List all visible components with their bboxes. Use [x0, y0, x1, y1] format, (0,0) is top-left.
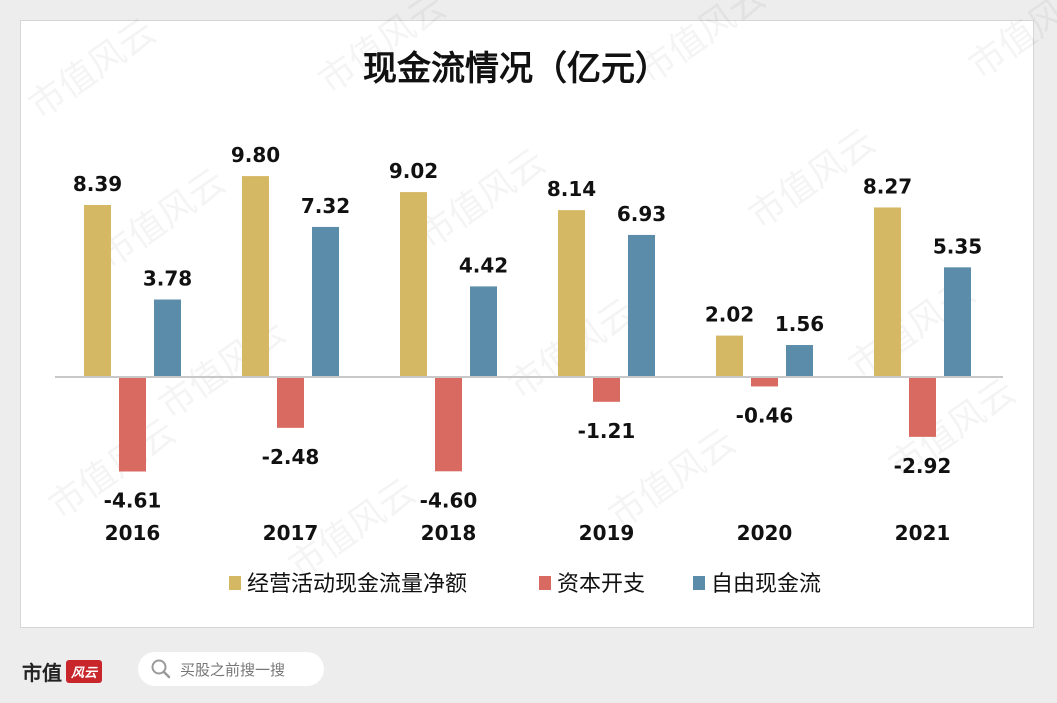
chart-card: [20, 20, 1034, 628]
data-label: 2.02: [705, 303, 754, 327]
bar-自由现金流-2020: [786, 345, 813, 377]
legend-swatch: [229, 576, 241, 590]
data-label: 8.39: [73, 172, 122, 196]
labels-layer: 8.39 -4.61 3.78 2016 9.80 -2.48 7.32 2017 9.02 -4…: [73, 143, 982, 545]
bar-经营活动现金流量净额-2017: [242, 176, 269, 377]
bar-资本开支-2020: [751, 377, 778, 387]
data-label: 6.93: [617, 202, 666, 226]
chart-title: 现金流情况（亿元）: [363, 49, 669, 89]
search-box[interactable]: 买股之前搜一搜: [138, 652, 324, 686]
x-tick-label: 2018: [421, 521, 477, 545]
bar-资本开支-2018: [435, 377, 462, 472]
x-tick-label: 2016: [105, 521, 161, 545]
watermark-text: 市值风云: [22, 11, 163, 127]
logo-text: 市值: [22, 660, 62, 685]
bar-经营活动现金流量净额-2020: [716, 335, 743, 377]
legend-swatch: [693, 576, 705, 590]
data-label: -4.60: [420, 488, 478, 512]
legend-label: 资本开支: [557, 572, 645, 597]
bar-经营活动现金流量净额-2021: [874, 207, 901, 377]
bar-自由现金流-2018: [470, 286, 497, 377]
x-tick-label: 2020: [737, 521, 793, 545]
legend-label: 经营活动现金流量净额: [247, 572, 467, 597]
x-tick-label: 2017: [263, 521, 319, 545]
data-label: -2.48: [262, 445, 320, 469]
bar-经营活动现金流量净额-2018: [400, 192, 427, 377]
x-tick-label: 2021: [895, 521, 951, 545]
bar-自由现金流-2019: [628, 234, 655, 377]
data-label: -4.61: [104, 489, 162, 513]
bar-自由现金流-2017: [312, 226, 339, 377]
bar-资本开支-2016: [119, 377, 146, 472]
bars-layer: [84, 176, 971, 472]
legend-label: 自由现金流: [711, 572, 821, 597]
data-label: 7.32: [301, 194, 350, 218]
data-label: 9.02: [389, 159, 438, 183]
data-label: 8.14: [547, 177, 596, 201]
watermark-text: 市值风云: [962, 0, 1057, 87]
bar-资本开支-2019: [593, 377, 620, 402]
data-label: 5.35: [933, 234, 982, 258]
data-label: 4.42: [459, 253, 508, 277]
data-label: 3.78: [143, 267, 192, 291]
bar-自由现金流-2016: [154, 299, 181, 377]
legend: 经营活动现金流量净额 资本开支 自由现金流: [229, 572, 821, 597]
search-placeholder: 买股之前搜一搜: [180, 660, 286, 679]
x-tick-label: 2019: [579, 521, 635, 545]
data-label: -1.21: [578, 419, 636, 443]
bar-资本开支-2021: [909, 377, 936, 437]
data-label: -0.46: [736, 403, 794, 427]
brand-logo[interactable]: 市值 风云: [22, 656, 103, 686]
logo-badge: 风云: [66, 659, 103, 683]
bar-资本开支-2017: [277, 377, 304, 428]
bar-经营活动现金流量净额-2016: [84, 205, 111, 377]
data-label: 9.80: [231, 143, 280, 167]
data-label: -2.92: [894, 454, 952, 478]
bar-自由现金流-2021: [944, 267, 971, 377]
data-label: 1.56: [775, 312, 824, 336]
bar-经营活动现金流量净额-2019: [558, 210, 585, 377]
data-label: 8.27: [863, 174, 912, 198]
legend-swatch: [539, 576, 551, 590]
search-icon: [151, 659, 171, 679]
